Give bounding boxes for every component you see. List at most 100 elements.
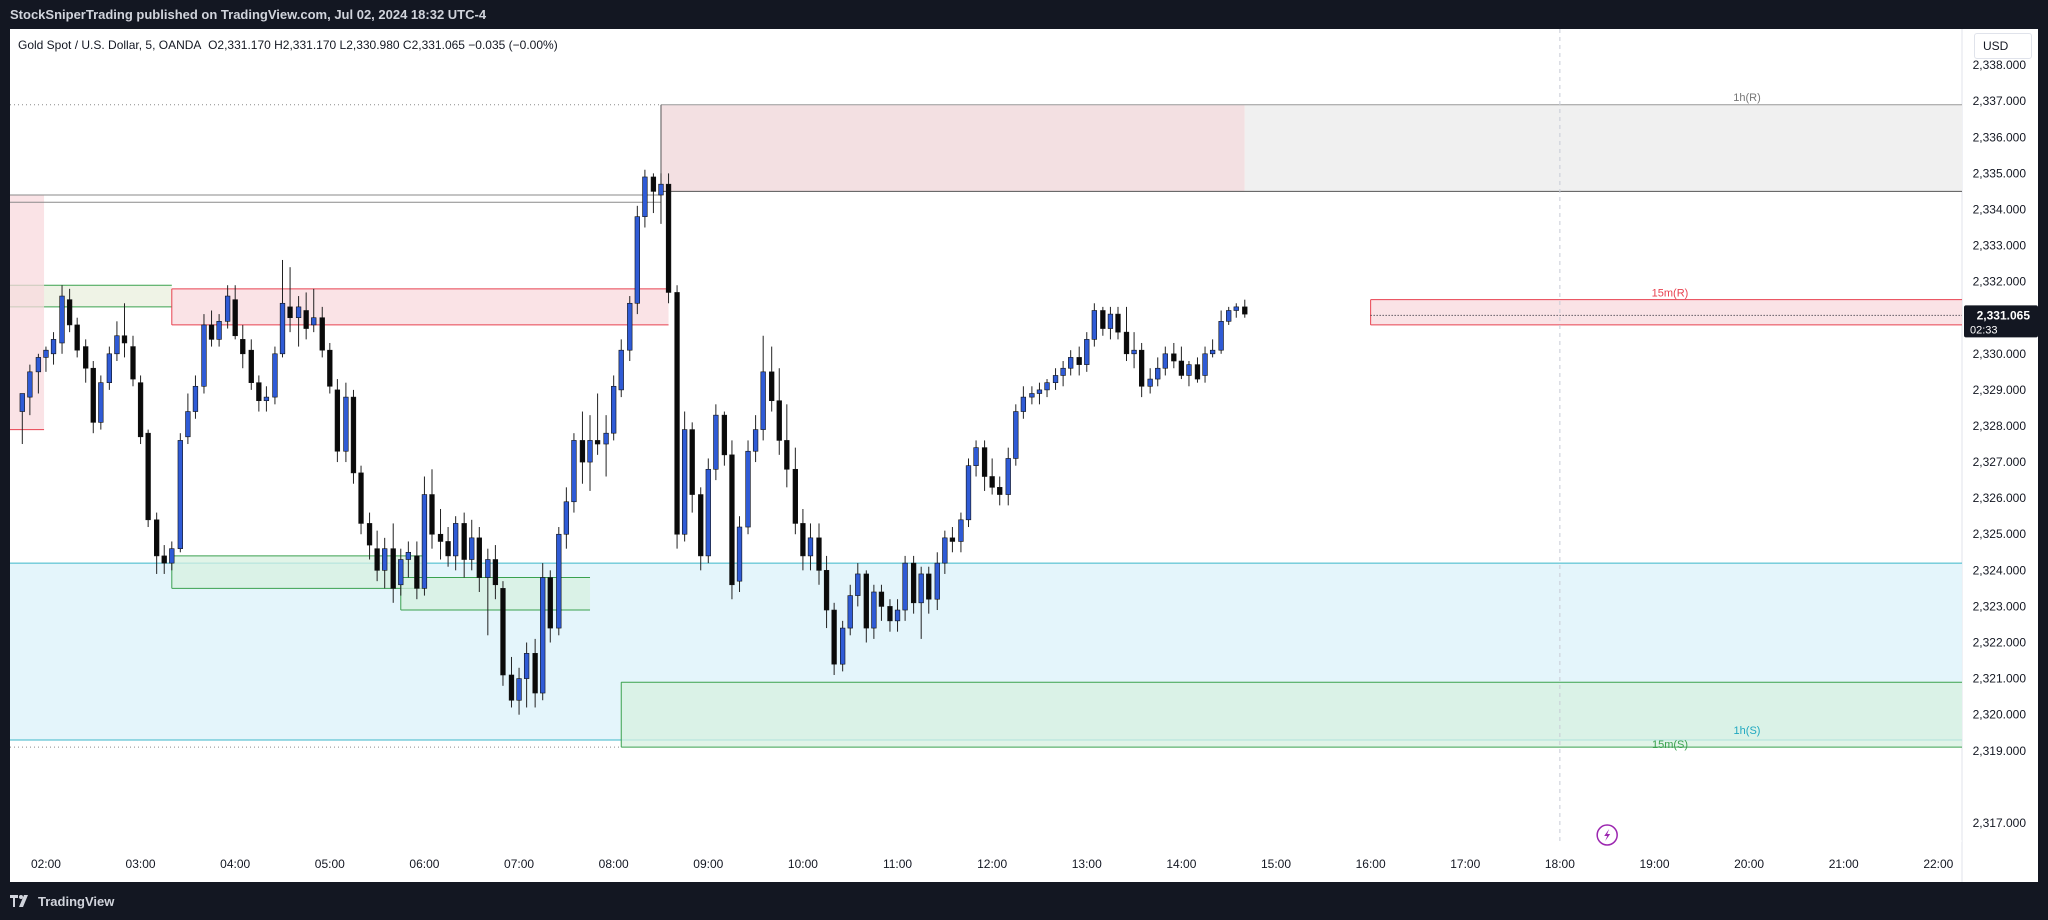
bar-countdown: 02:33 bbox=[1970, 324, 1998, 336]
candle-body bbox=[414, 555, 420, 589]
candle-body bbox=[571, 440, 577, 503]
published-text: StockSniperTrading published on TradingV… bbox=[10, 7, 487, 22]
candle-body bbox=[942, 537, 948, 564]
candle-body bbox=[374, 548, 380, 571]
candle-body bbox=[437, 533, 444, 542]
candle-body bbox=[1020, 396, 1027, 412]
price-tick-label: 2,329.000 bbox=[1973, 383, 2027, 397]
supply-zone-1h bbox=[660, 104, 1245, 192]
candle-body bbox=[745, 450, 751, 528]
time-tick-label: 09:00 bbox=[693, 857, 723, 871]
candle-body bbox=[627, 302, 633, 351]
candle-body bbox=[769, 371, 775, 402]
candle-body bbox=[154, 519, 160, 557]
candle-body bbox=[847, 595, 853, 629]
candle-body bbox=[43, 349, 49, 358]
candle-body bbox=[855, 573, 861, 596]
price-tick-label: 2,336.000 bbox=[1973, 130, 2027, 144]
time-tick-label: 11:00 bbox=[883, 857, 912, 871]
candlestick-chart[interactable]: 1h(R) 15m(R) 1h(S) 15m(S) 2,317.000 2,319.000… bbox=[10, 29, 2038, 882]
currency-selector[interactable]: USD bbox=[1974, 33, 2032, 59]
candle-body bbox=[405, 551, 411, 560]
candle-body bbox=[1036, 389, 1043, 394]
time-tick-label: 12:00 bbox=[977, 857, 1007, 871]
candle-body bbox=[319, 317, 325, 351]
candle-body bbox=[421, 494, 428, 589]
candle-body bbox=[508, 674, 515, 701]
candle-body bbox=[343, 396, 349, 452]
candle-body bbox=[736, 526, 743, 582]
candle-body bbox=[35, 357, 42, 373]
candle-body bbox=[366, 523, 373, 546]
candle-body bbox=[469, 537, 475, 560]
candle-body bbox=[556, 533, 562, 629]
candle-body bbox=[949, 537, 956, 542]
candle-body bbox=[705, 468, 711, 557]
footer-bar: TradingView bbox=[0, 882, 2048, 920]
price-tick-label: 2,337.000 bbox=[1973, 94, 2027, 108]
candle-body bbox=[1139, 349, 1145, 387]
candle-body bbox=[807, 537, 814, 557]
candle-body bbox=[1107, 313, 1114, 329]
price-tick-label: 2,335.000 bbox=[1973, 166, 2027, 180]
candle-body bbox=[840, 627, 846, 665]
chart-panel[interactable]: 1h(R) 15m(R) 1h(S) 15m(S) 2,317.000 2,319.000… bbox=[10, 29, 2038, 882]
candle-body bbox=[650, 176, 657, 192]
candle-body bbox=[1084, 339, 1090, 365]
candle-body bbox=[1115, 313, 1121, 333]
candle-body bbox=[816, 537, 822, 571]
price-tick-label: 2,333.000 bbox=[1973, 239, 2027, 253]
candle-body bbox=[311, 317, 317, 326]
publisher-header: StockSniperTrading published on TradingV… bbox=[0, 0, 2048, 29]
zone-label-15mr: 15m(R) bbox=[1652, 288, 1689, 300]
candle-body bbox=[500, 588, 506, 676]
candle-body bbox=[334, 389, 341, 452]
candle-body bbox=[66, 299, 73, 326]
time-tick-label: 06:00 bbox=[409, 857, 439, 871]
zone-label-1hs: 1h(S) bbox=[1734, 725, 1761, 737]
candle-body bbox=[1068, 357, 1074, 369]
time-tick-label: 20:00 bbox=[1734, 857, 1764, 871]
candle-body bbox=[1218, 321, 1224, 351]
candle-body bbox=[540, 577, 546, 694]
tradingview-brand: TradingView bbox=[38, 893, 115, 909]
current-price-value: 2,331.065 bbox=[1977, 308, 2031, 322]
candle-body bbox=[74, 324, 80, 351]
candle-body bbox=[1155, 367, 1161, 380]
time-tick-label: 10:00 bbox=[788, 857, 818, 871]
candle-body bbox=[1202, 353, 1208, 376]
zone-label-15ms: 15m(S) bbox=[1652, 739, 1688, 751]
candle-body bbox=[287, 306, 293, 319]
price-tick-label: 2,317.000 bbox=[1973, 816, 2027, 830]
candle-body bbox=[350, 396, 357, 474]
price-tick-label: 2,332.000 bbox=[1973, 275, 2027, 289]
time-tick-label: 14:00 bbox=[1166, 857, 1196, 871]
candle-body bbox=[216, 321, 222, 340]
candle-body bbox=[681, 429, 688, 535]
time-tick-label: 13:00 bbox=[1072, 857, 1102, 871]
candle-body bbox=[784, 440, 790, 470]
candle-body bbox=[145, 432, 151, 521]
candle-body bbox=[887, 606, 893, 622]
candle-body bbox=[989, 476, 995, 488]
candle-body bbox=[185, 411, 191, 438]
candle-body bbox=[295, 306, 302, 319]
candle-body bbox=[532, 653, 538, 694]
candle-body bbox=[121, 335, 128, 344]
time-tick-label: 18:00 bbox=[1545, 857, 1575, 871]
candle-body bbox=[390, 548, 396, 589]
time-tick-label: 08:00 bbox=[599, 857, 629, 871]
candle-body bbox=[618, 349, 624, 391]
candle-body bbox=[1100, 310, 1106, 329]
candle-body bbox=[327, 349, 333, 387]
candle-body bbox=[263, 396, 270, 402]
candle-body bbox=[689, 429, 695, 495]
candle-body bbox=[594, 440, 601, 445]
candle-body bbox=[587, 440, 593, 463]
time-tick-label: 07:00 bbox=[504, 857, 534, 871]
candle-body bbox=[792, 468, 798, 524]
tradingview-logo[interactable]: TradingView bbox=[10, 893, 114, 909]
candle-body bbox=[965, 465, 972, 521]
candle-body bbox=[232, 299, 238, 337]
lightning-glyph bbox=[1604, 829, 1611, 841]
